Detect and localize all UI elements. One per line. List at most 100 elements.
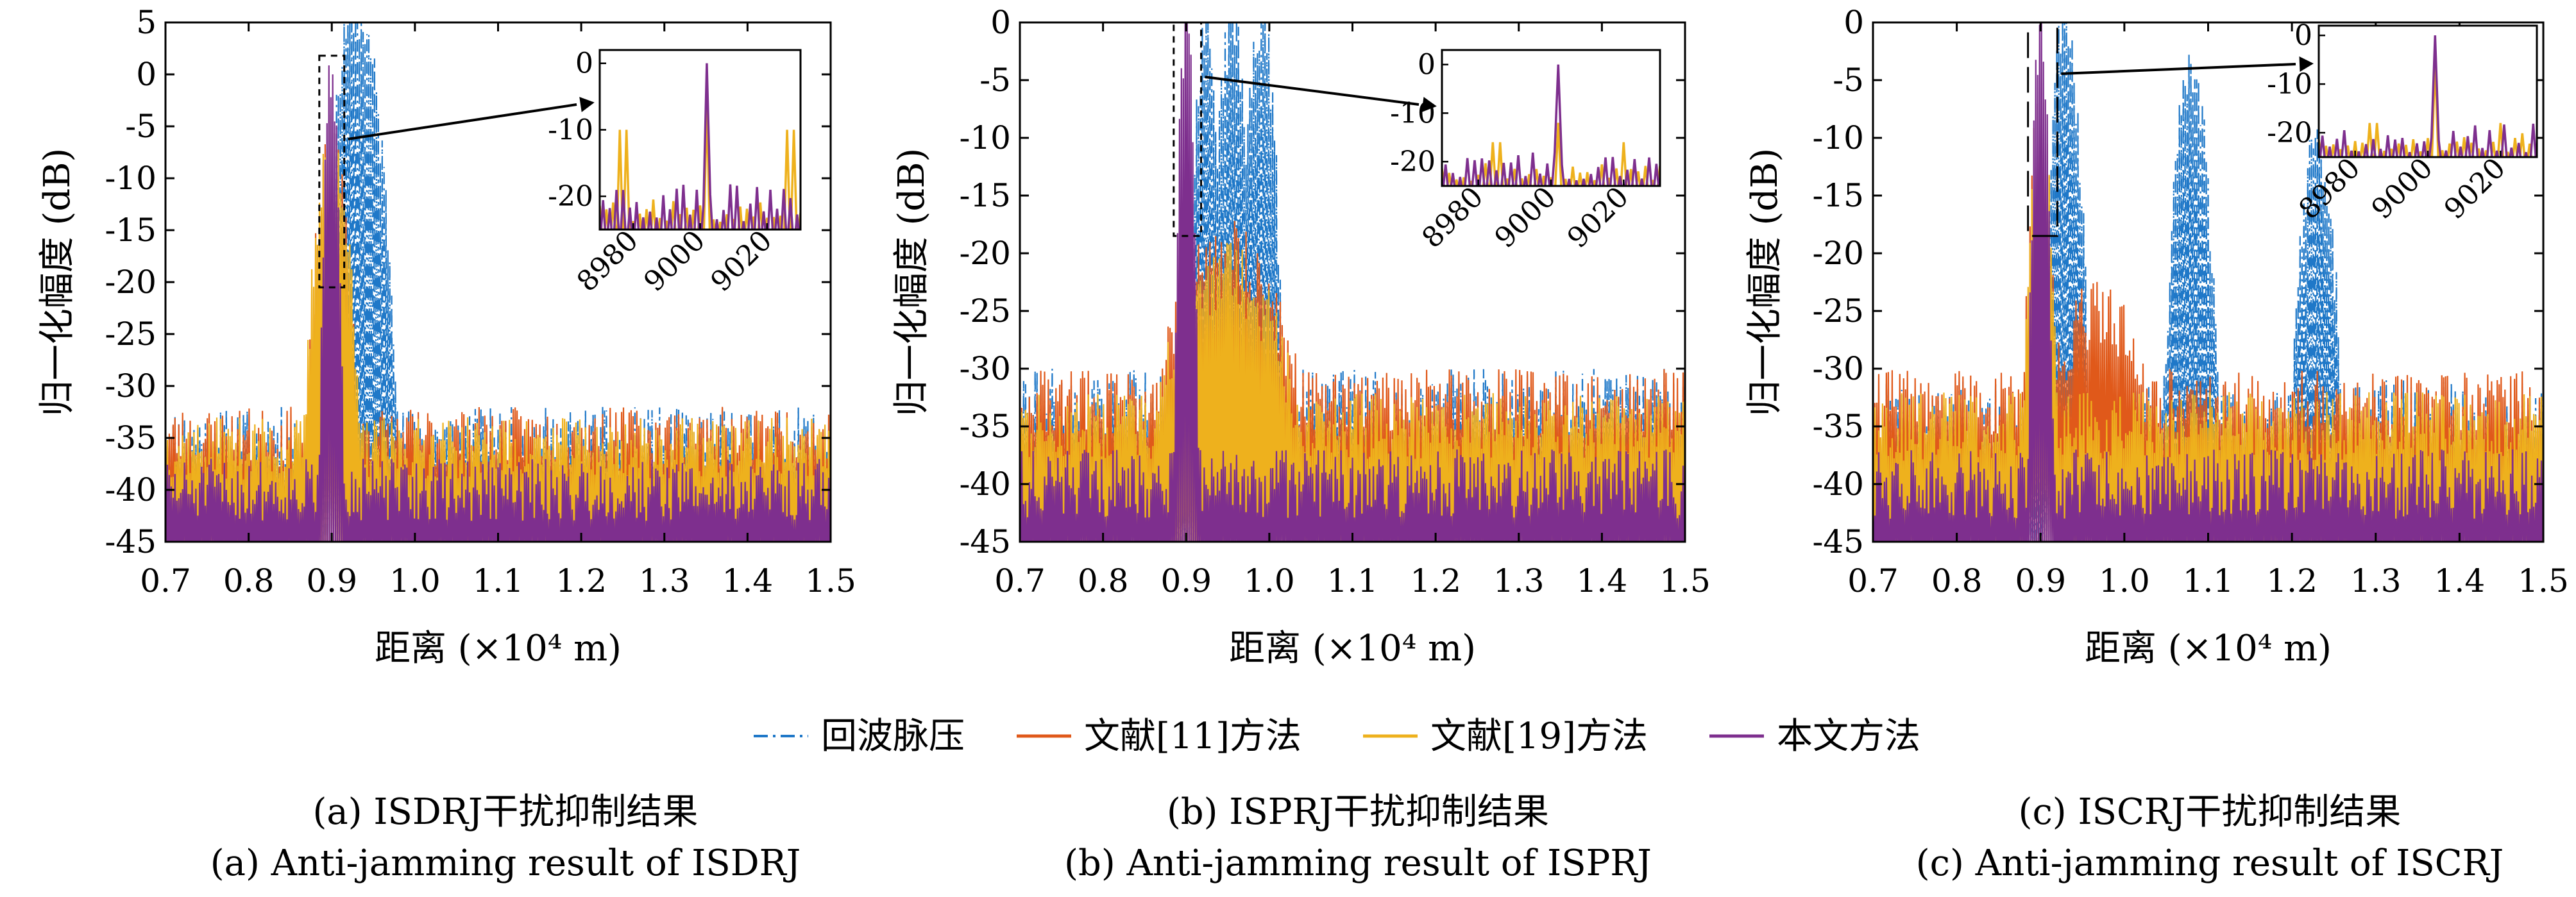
- inset-y-tick-label: -10: [2267, 68, 2312, 101]
- x-tick-label: 0.8: [1078, 562, 1129, 599]
- inset-y-tick-label: -20: [2267, 117, 2312, 149]
- inset-y-tick-label: -20: [548, 180, 593, 213]
- panels: 0.7 0.8 0.9 1.0 1.1 1.2 1.3 1.4 1.5 5 0 -5 -10 -15 -20…: [37, 4, 2569, 669]
- x-tick-label: 0.9: [306, 562, 357, 599]
- zoom-region-box: [2027, 21, 2058, 237]
- y-tick-label: -10: [959, 119, 1011, 156]
- inset-x-tick-label: 9020: [2438, 152, 2512, 226]
- x-tick-label: 1.0: [1244, 562, 1295, 599]
- zoom-arrowhead: [1421, 97, 1437, 112]
- inset-y-tick-label: -20: [1390, 146, 1436, 178]
- inset-y-tick-label: 0: [1418, 49, 1436, 81]
- captions: (a) ISDRJ干扰抑制结果 (a) Anti-jamming result …: [210, 791, 2504, 884]
- y-tick-label: -20: [1812, 235, 1864, 272]
- legend-label-ref19: 文献[19]方法: [1430, 716, 1648, 757]
- y-tick-label: -30: [959, 350, 1011, 387]
- inset-x-tick-label: 8980: [571, 224, 645, 298]
- x-tick-label: 1.0: [2099, 562, 2150, 599]
- x-tick-label: 1.5: [1659, 562, 1711, 599]
- x-tick-label: 0.9: [1160, 562, 1212, 599]
- y-tick-label: -5: [125, 108, 157, 145]
- y-tick-label: -25: [1812, 292, 1864, 330]
- inset-x-tick-label: 9000: [2366, 152, 2439, 226]
- zoom-arrow: [1205, 76, 1419, 106]
- y-tick-label: -35: [105, 419, 157, 457]
- chart-panel-a: 0.7 0.8 0.9 1.0 1.1 1.2 1.3 1.4 1.5 5 0 -5 -10 -15 -20…: [37, 4, 856, 669]
- x-tick-label: 1.2: [1410, 562, 1461, 599]
- y-tick-label: -35: [959, 408, 1011, 445]
- series-proposed: [165, 65, 831, 542]
- y-tick-label: -45: [1812, 523, 1864, 560]
- y-tick-label: -40: [1812, 465, 1864, 503]
- y-tick-label: -15: [105, 212, 157, 249]
- y-tick-label: -20: [105, 264, 157, 301]
- y-tick-label: -15: [1812, 177, 1864, 214]
- x-tick-label: 1.2: [2266, 562, 2318, 599]
- x-tick-label: 0.7: [994, 562, 1046, 599]
- inset-series-ref19: [1442, 122, 1660, 186]
- x-axis-label: 距离 (×10⁴ m): [375, 628, 622, 669]
- inset-x-tick-label: 8980: [1416, 181, 1489, 255]
- y-tick-label: -30: [105, 367, 157, 405]
- y-tick-label: -45: [105, 523, 157, 560]
- x-tick-label: 0.7: [1847, 562, 1899, 599]
- legend-label-proposed: 本文方法: [1777, 716, 1920, 757]
- x-tick-label: 1.4: [1577, 562, 1628, 599]
- legend-label-echo: 回波脉压: [821, 716, 965, 757]
- inset-x-tick-label: 9020: [704, 224, 778, 298]
- x-tick-label: 1.1: [1327, 562, 1378, 599]
- legend-item-proposed: 本文方法: [1709, 716, 1920, 757]
- legend: 回波脉压 文献[11]方法 文献[19]方法 本文方法: [754, 716, 1920, 757]
- series-proposed: [1020, 22, 1685, 542]
- y-tick-label: 0: [990, 4, 1011, 41]
- y-axis-label: 归一化幅度 (dB): [37, 148, 78, 417]
- x-tick-label: 1.2: [555, 562, 607, 599]
- y-tick-label: -5: [979, 62, 1011, 99]
- y-tick-label: 0: [1843, 4, 1864, 41]
- zoom-arrow: [348, 103, 577, 140]
- inset-x-tick-label: 9000: [638, 224, 711, 298]
- caption-en-b: (b) Anti-jamming result of ISPRJ: [1064, 843, 1652, 884]
- y-tick-label: 5: [136, 4, 157, 41]
- x-tick-label: 1.3: [1493, 562, 1545, 599]
- inset-x-tick-label: 9020: [1561, 181, 1635, 255]
- zoom-region-box: [318, 54, 346, 289]
- x-axis-label: 距离 (×10⁴ m): [1229, 628, 1476, 669]
- x-tick-label: 1.1: [2183, 562, 2234, 599]
- caption-en-c: (c) Anti-jamming result of ISCRJ: [1916, 843, 2504, 884]
- y-tick-label: -5: [1833, 62, 1864, 99]
- inset-y-tick-label: -10: [548, 113, 593, 146]
- inset-y-tick-label: 0: [575, 47, 593, 80]
- x-tick-label: 0.9: [2015, 562, 2066, 599]
- y-tick-label: -25: [105, 315, 157, 353]
- y-axis-label: 归一化幅度 (dB): [1744, 148, 1786, 417]
- caption-en-a: (a) Anti-jamming result of ISDRJ: [210, 843, 801, 884]
- inset-series-ref19: [600, 103, 801, 230]
- x-tick-label: 1.4: [2434, 562, 2486, 599]
- x-tick-label: 1.5: [2518, 562, 2569, 599]
- x-tick-label: 1.0: [389, 562, 441, 599]
- y-tick-label: -25: [959, 292, 1011, 330]
- plot-area: [1020, 22, 1685, 542]
- y-tick-label: 0: [136, 56, 157, 93]
- plot-area: [1873, 22, 2543, 542]
- y-tick-label: -10: [105, 160, 157, 197]
- zoom-arrow: [2061, 63, 2296, 75]
- zoom-arrowhead: [579, 97, 595, 112]
- inset-x-tick-label: 9000: [1489, 181, 1563, 255]
- zoom-region-box: [1173, 21, 1203, 237]
- x-tick-label: 1.4: [722, 562, 774, 599]
- y-tick-label: -40: [105, 471, 157, 508]
- x-tick-label: 1.1: [473, 562, 524, 599]
- caption-cn-a: (a) ISDRJ干扰抑制结果: [313, 791, 699, 833]
- x-axis-label: 距离 (×10⁴ m): [2085, 628, 2332, 669]
- series-proposed: [1873, 22, 2543, 542]
- y-tick-label: -40: [959, 465, 1011, 503]
- y-axis-label: 归一化幅度 (dB): [891, 148, 933, 417]
- plot-area: [165, 22, 831, 542]
- x-tick-label: 1.3: [2350, 562, 2402, 599]
